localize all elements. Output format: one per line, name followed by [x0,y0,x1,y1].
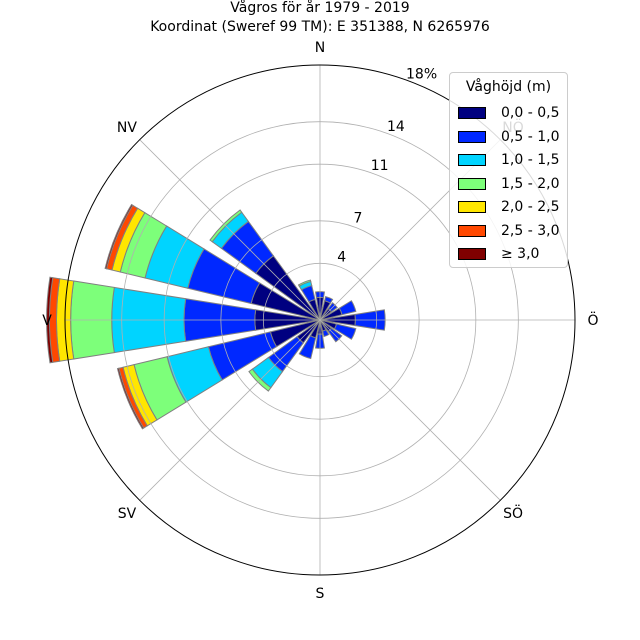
legend-swatch [458,177,486,190]
bar-segment [324,295,334,304]
bars-layer [46,203,386,430]
legend-swatch [458,201,486,213]
direction-label: NV [117,120,137,136]
bar-segment [209,209,243,243]
bar-segment [297,279,312,287]
legend-item: 0,5 - 1,0 [458,129,559,145]
legend-label: 0,5 - 1,0 [501,128,560,145]
radial-tick-label: 7 [353,210,362,226]
legend-title: Våghöjd (m) [465,79,552,95]
radial-gridline [319,319,501,501]
bar-segment [333,323,357,340]
radial-tick-label: 11 [371,158,389,174]
grid-layer [64,64,576,576]
radial-gridline [139,319,321,501]
legend-item: 2,5 - 3,0 [458,223,559,239]
outer-ring [64,64,576,576]
legend-swatch [458,154,486,166]
legend-swatch [458,107,486,119]
legend-item: ≥ 3,0 [458,246,539,262]
direction-label: Ö [587,311,598,329]
direction-label: V [42,313,52,329]
bar-segment [338,300,357,316]
legend-item: 2,0 - 2,5 [458,199,559,215]
bar-segment [46,276,54,364]
legend-item: 1,5 - 2,0 [458,176,559,192]
legend-swatch [458,224,486,237]
legend-label: 1,5 - 2,0 [501,175,560,192]
direction-label: N [315,40,325,56]
radial-tick-label: 14 [387,119,405,135]
ring-gridline [262,262,378,378]
bar-segment [116,367,145,430]
legend-item: 0,0 - 0,5 [458,105,559,121]
ring-gridline [163,163,477,477]
direction-label: SÖ [503,504,523,522]
bar-segment [298,335,317,360]
chart-subtitle: Koordinat (Sweref 99 TM): E 351388, N 62… [150,19,490,35]
legend-label: ≥ 3,0 [501,246,540,262]
legend-label: 2,0 - 2,5 [501,199,560,215]
bar-segment [322,328,330,338]
chart-title: Vågros för år 1979 - 2019 [230,0,410,16]
legend-item: 1,0 - 1,5 [458,152,559,168]
radial-tick-label: 18% [406,66,437,82]
bar-segment [104,203,134,270]
legend-label: 1,0 - 1,5 [501,152,560,168]
legend-swatch [458,248,486,260]
ring-gridline [121,121,519,519]
direction-label: S [316,586,325,602]
radial-gridline [139,139,321,321]
direction-label: SV [118,506,137,522]
ring-gridline [220,220,420,420]
legend-label: 2,5 - 3,0 [501,222,560,239]
legend: Våghöjd (m) 0,0 - 0,5 0,5 - 1,0 1,0 - 1,5 1… [449,72,568,268]
legend-label: 0,0 - 0,5 [501,105,560,121]
radial-tick-label: 4 [337,250,346,266]
legend-swatch [458,130,486,143]
